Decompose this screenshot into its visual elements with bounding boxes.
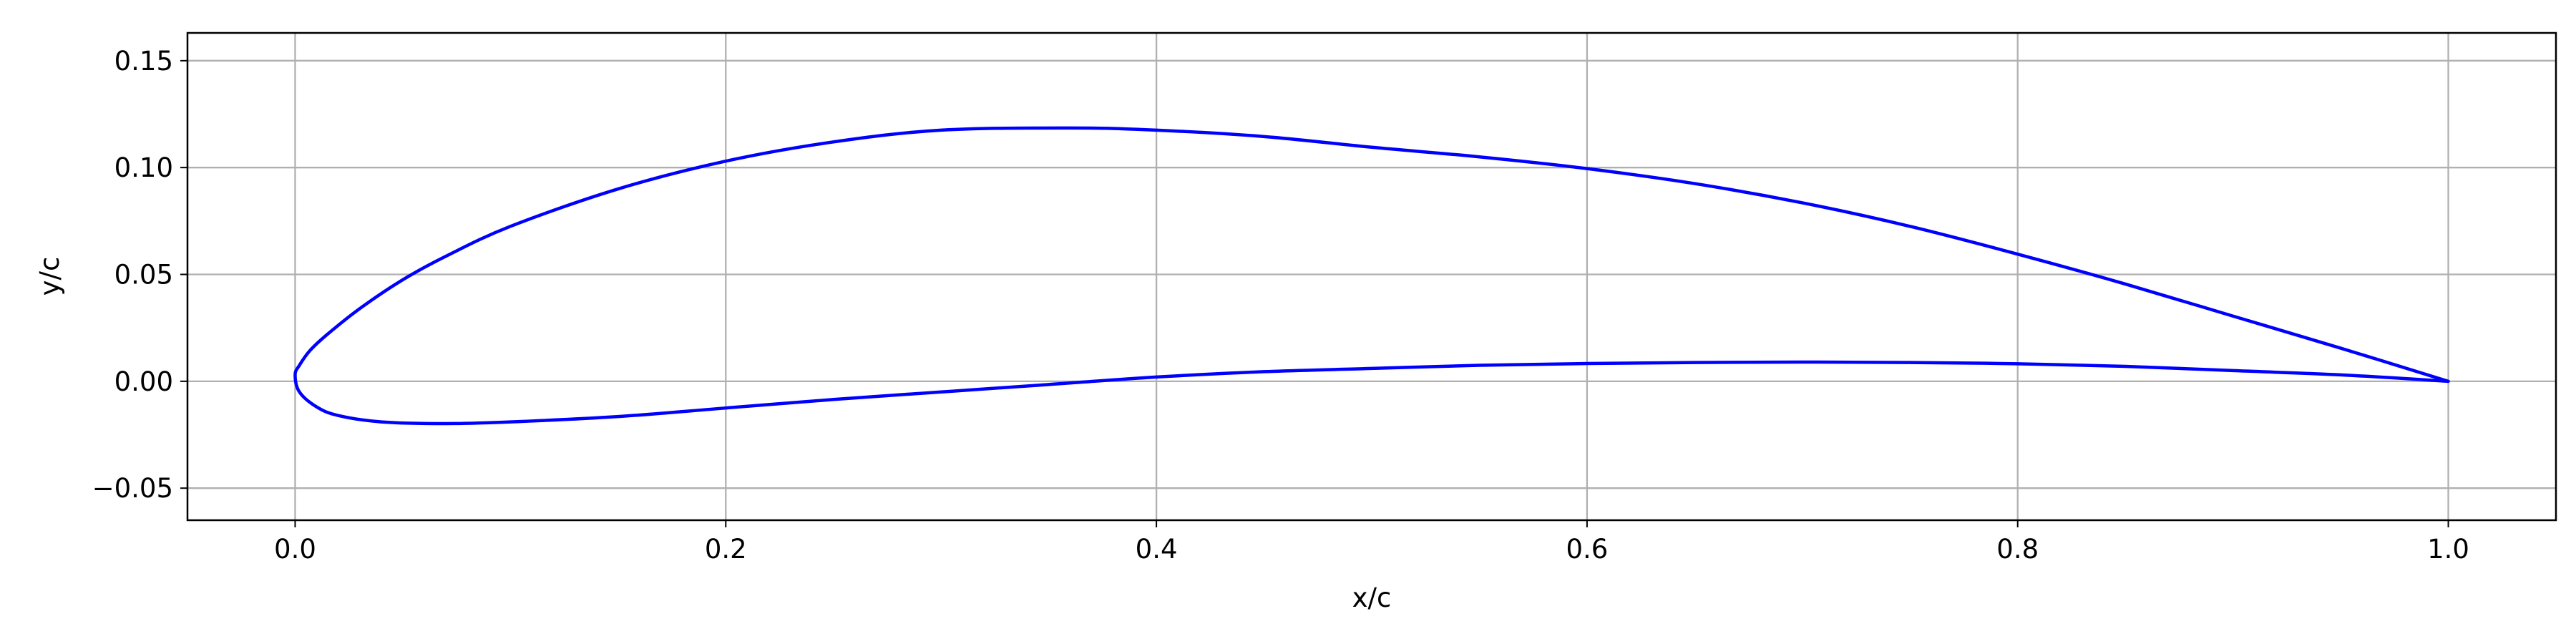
y-tick-label: 0.15 xyxy=(114,46,173,77)
plot-frame xyxy=(186,31,2557,522)
airfoil-profile-line xyxy=(293,126,2450,426)
y-axis-label: y/c xyxy=(34,257,65,296)
y-tick-label: 0.00 xyxy=(114,366,173,397)
x-tick-label: 1.0 xyxy=(2427,534,2469,565)
x-tick-label: 0.6 xyxy=(1566,534,1608,565)
x-tick-label: 0.0 xyxy=(274,534,316,565)
x-tick-label: 0.4 xyxy=(1136,534,1178,565)
x-axis-label: x/c xyxy=(1352,582,1392,613)
series-layer xyxy=(293,126,2450,426)
y-tick-label: −0.05 xyxy=(92,473,173,504)
x-tick-label: 0.8 xyxy=(1996,534,2039,565)
y-tick-label: 0.10 xyxy=(114,152,173,183)
grid xyxy=(187,33,2556,520)
y-tick-label: 0.05 xyxy=(114,260,173,291)
x-tick-label: 0.2 xyxy=(705,534,747,565)
ticks: 0.0 0.2 0.4 0.6 0.8 1.0 −0.05 0.00 0.05 0.10 0.15 xyxy=(92,46,2469,565)
